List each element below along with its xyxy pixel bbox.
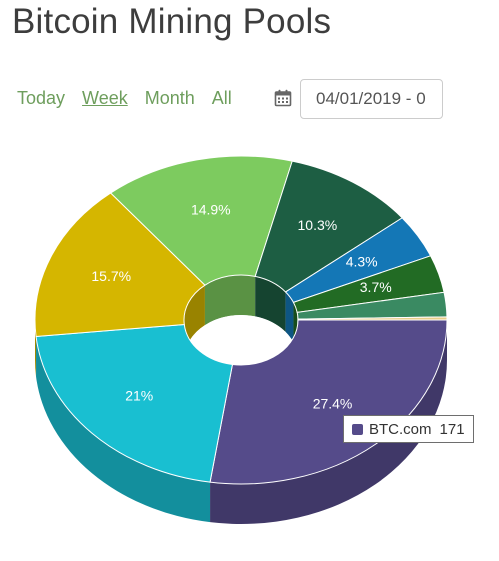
- slice-label-1: 21%: [125, 388, 153, 404]
- slice-side-0: [210, 320, 447, 525]
- slice-inner-2: [183, 285, 205, 360]
- slice-label-3: 14.9%: [191, 202, 231, 218]
- calendar-icon[interactable]: [274, 89, 292, 107]
- range-today-link[interactable]: Today: [17, 88, 66, 108]
- range-all-link[interactable]: All: [211, 88, 232, 108]
- slice-inner-5: [285, 291, 294, 343]
- slice-inner-4: [255, 276, 286, 332]
- slice-top-3[interactable]: [109, 155, 293, 286]
- donut-top-faces: [34, 155, 448, 485]
- slice-top-0[interactable]: [209, 319, 448, 485]
- tooltip-swatch: [352, 423, 363, 435]
- slice-top-1[interactable]: [35, 323, 234, 483]
- slice-label-4: 10.3%: [298, 217, 338, 233]
- range-links: Today Week Month All: [17, 88, 249, 112]
- slice-top-4[interactable]: [254, 160, 403, 293]
- slice-side-1: [36, 336, 211, 523]
- slice-inner-3: [204, 275, 256, 326]
- slice-top-2[interactable]: [34, 192, 206, 337]
- slice-label-6: 3.7%: [360, 279, 392, 295]
- tooltip-pool-name: BTC.com: [369, 420, 432, 438]
- slice-label-0: 27.4%: [313, 395, 353, 411]
- range-month-link[interactable]: Month: [144, 88, 195, 108]
- page-title: Bitcoin Mining Pools: [12, 2, 332, 41]
- donut-slice-labels: 27.4% 21% 15.7% 14.9% 10.3% 4.3% 3.7%: [91, 202, 391, 412]
- tooltip-pool-value: 171: [439, 420, 465, 438]
- range-week-link[interactable]: Week: [82, 88, 128, 108]
- date-range-input[interactable]: [300, 79, 443, 119]
- slice-label-2: 15.7%: [91, 268, 131, 284]
- slice-top-8[interactable]: [297, 316, 448, 321]
- chart-tooltip: BTC.com 171: [343, 415, 474, 443]
- slice-label-5: 4.3%: [346, 254, 378, 270]
